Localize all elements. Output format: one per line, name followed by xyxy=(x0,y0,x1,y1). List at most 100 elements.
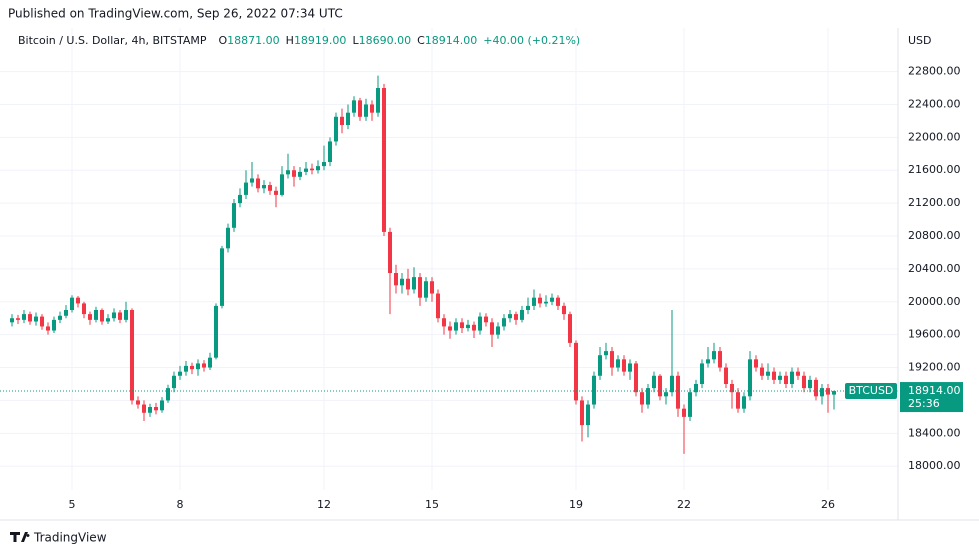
legend-label: O xyxy=(218,34,227,47)
candle-body xyxy=(802,375,806,389)
candle-body xyxy=(238,194,242,204)
y-tick-label: 22000.00 xyxy=(908,130,961,143)
candle-body xyxy=(724,367,728,384)
candle-body xyxy=(112,312,116,319)
price-tag-text: 18914.00 xyxy=(908,384,961,397)
candle-body xyxy=(184,365,188,372)
candle-body xyxy=(58,315,62,320)
candle-body xyxy=(244,182,248,195)
candle-body xyxy=(460,322,464,329)
candle-body xyxy=(592,375,596,405)
candle-body xyxy=(478,316,482,331)
candle-body xyxy=(370,104,374,113)
candle-body xyxy=(718,351,722,368)
candle-body xyxy=(682,408,686,417)
chart-header: Bitcoin / U.S. Dollar, 4h, BITSTAMP O1887… xyxy=(18,34,580,47)
candle-body xyxy=(220,248,224,306)
candle-body xyxy=(454,322,458,331)
candle-body xyxy=(70,297,74,310)
candle-body xyxy=(124,309,128,320)
candle-body xyxy=(766,371,770,376)
legend-value: 18919.00 xyxy=(294,34,347,47)
candle-body xyxy=(748,359,752,397)
candle-body xyxy=(160,400,164,411)
candle-body xyxy=(772,371,776,380)
candle-body xyxy=(202,363,206,368)
candle-body xyxy=(562,305,566,315)
countdown-text: 25:36 xyxy=(908,397,940,410)
candle-body xyxy=(214,305,218,358)
candle-body xyxy=(604,351,608,356)
candle-body xyxy=(538,297,542,304)
candle-body xyxy=(250,178,254,183)
candle-body xyxy=(832,391,836,395)
candle-body xyxy=(46,326,50,331)
candle-body xyxy=(52,319,56,331)
candle-body xyxy=(16,318,20,320)
candle-body xyxy=(586,404,590,426)
x-tick-label: 15 xyxy=(425,498,439,511)
candle-body xyxy=(742,396,746,409)
y-tick-label: 21600.00 xyxy=(908,163,961,176)
candle-body xyxy=(448,326,452,331)
candle-body xyxy=(664,392,668,397)
x-tick-label: 8 xyxy=(177,498,184,511)
candle-body xyxy=(154,407,158,411)
candle-body xyxy=(292,170,296,177)
candle-body xyxy=(730,383,734,393)
candle-body xyxy=(568,314,572,343)
candle-body xyxy=(88,314,92,320)
legend-label: C xyxy=(417,34,425,47)
candle-body xyxy=(82,303,86,315)
candle-body xyxy=(274,190,278,195)
candle-body xyxy=(136,400,140,405)
candle-body xyxy=(466,324,470,329)
y-tick-label: 20400.00 xyxy=(908,262,961,275)
candle-body xyxy=(622,359,626,372)
y-tick-label: 21200.00 xyxy=(908,196,961,209)
candle-body xyxy=(640,392,644,405)
candle-body xyxy=(316,166,320,171)
candle-body xyxy=(760,367,764,376)
plot-area xyxy=(0,28,898,490)
candle-body xyxy=(580,400,584,426)
candle-body xyxy=(10,318,14,323)
candle-body xyxy=(322,162,326,167)
candle-body xyxy=(142,404,146,413)
candle-body xyxy=(412,277,416,290)
candle-body xyxy=(286,170,290,175)
candle-body xyxy=(472,324,476,331)
candle-body xyxy=(442,318,446,327)
candle-body xyxy=(106,318,110,322)
y-tick-label: 20800.00 xyxy=(908,229,961,242)
candle-body xyxy=(790,371,794,384)
candle-body xyxy=(280,174,284,195)
published-note: Published on TradingView.com, Sep 26, 20… xyxy=(8,7,343,21)
candle-body xyxy=(346,112,350,126)
candle-body xyxy=(28,314,32,322)
candle-body xyxy=(820,388,824,397)
candle-body xyxy=(646,388,650,405)
axis-unit: USD xyxy=(908,34,932,47)
legend-value: 18690.00 xyxy=(359,34,412,47)
candle-body xyxy=(40,316,44,327)
candle-body xyxy=(700,363,704,384)
change: +40.00 (+0.21%) xyxy=(483,34,580,47)
candle-body xyxy=(94,309,98,320)
candle-body xyxy=(712,351,716,360)
candle-body xyxy=(166,388,170,401)
symbol-tag-text: BTCUSD xyxy=(849,384,894,397)
symbol: Bitcoin / U.S. Dollar, 4h, BITSTAMP xyxy=(18,34,207,47)
candle-body xyxy=(232,203,236,228)
candle-body xyxy=(382,88,386,232)
x-tick-label: 19 xyxy=(569,498,583,511)
candle-body xyxy=(616,359,620,368)
candle-body xyxy=(532,297,536,306)
candle-body xyxy=(400,278,404,286)
candle-body xyxy=(574,342,578,401)
x-tick-label: 12 xyxy=(317,498,331,511)
candle-body xyxy=(496,326,500,335)
candle-body xyxy=(544,301,548,304)
candle-body xyxy=(610,351,614,368)
candle-body xyxy=(364,104,368,117)
